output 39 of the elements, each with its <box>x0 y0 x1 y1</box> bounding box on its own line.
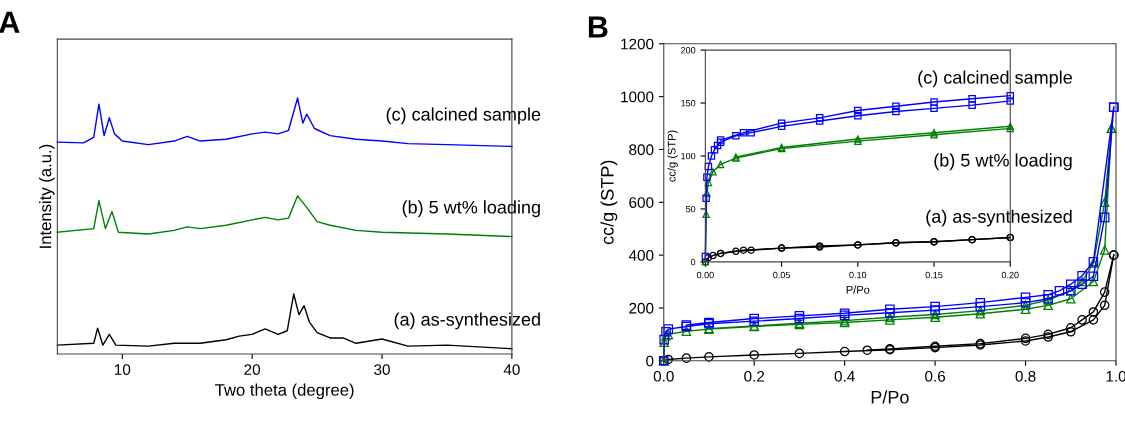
y-tick-label: 400 <box>628 249 654 261</box>
x-tick-label: 0.0 <box>653 370 674 382</box>
x-tick-label: 40 <box>503 364 520 376</box>
y-tick-label: 1000 <box>621 91 654 103</box>
y-tick-label: 100 <box>681 152 696 160</box>
chart-title: A <box>0 11 20 33</box>
chart-title: B <box>588 16 608 38</box>
y-axis-title: Intensity (a.u.) <box>39 144 55 248</box>
x-tick-label: 0.2 <box>744 370 765 382</box>
y-axis-title: cc/g (STP) <box>667 130 678 182</box>
y-tick-label: 200 <box>629 302 654 314</box>
x-axis-title: P/Po <box>846 285 870 294</box>
y-tick-label: 800 <box>629 144 654 156</box>
series-label: (b) 5 wt% loading <box>402 200 540 218</box>
y-tick-label: 600 <box>629 197 654 208</box>
y-tick-label: 1200 <box>621 38 654 50</box>
x-tick-label: 0.4 <box>834 370 855 382</box>
series-label: (a) as-synthesized <box>394 312 540 330</box>
x-tick-label: 0.15 <box>925 271 943 279</box>
x-tick-label: 0.05 <box>773 271 790 279</box>
series-label: (b) 5 wt% loading <box>934 153 1072 171</box>
y-axis-title: cc/g (STP) <box>600 160 618 245</box>
x-tick-label: 20 <box>244 364 261 376</box>
x-tick-label: 0.6 <box>925 370 946 382</box>
x-tick-label: 0.10 <box>849 271 867 279</box>
series-label: (c) calcined sample <box>918 70 1072 88</box>
x-tick-label: 30 <box>374 364 390 376</box>
series-label: (c) calcined sample <box>386 107 541 125</box>
y-tick-label: 0 <box>646 355 654 367</box>
x-axis-title: P/Po <box>871 390 909 404</box>
y-tick-label: 200 <box>681 47 696 54</box>
x-tick-label: 0.8 <box>1015 370 1036 382</box>
x-axis-title: Two theta (degree) <box>215 383 354 400</box>
x-tick-label: 0.00 <box>696 271 714 279</box>
x-tick-label: 0.20 <box>1001 271 1019 279</box>
y-tick-label: 0 <box>690 258 696 266</box>
y-tick-label: 150 <box>681 100 696 107</box>
y-tick-label: 50 <box>685 205 696 213</box>
x-tick-label: 10 <box>114 364 131 376</box>
